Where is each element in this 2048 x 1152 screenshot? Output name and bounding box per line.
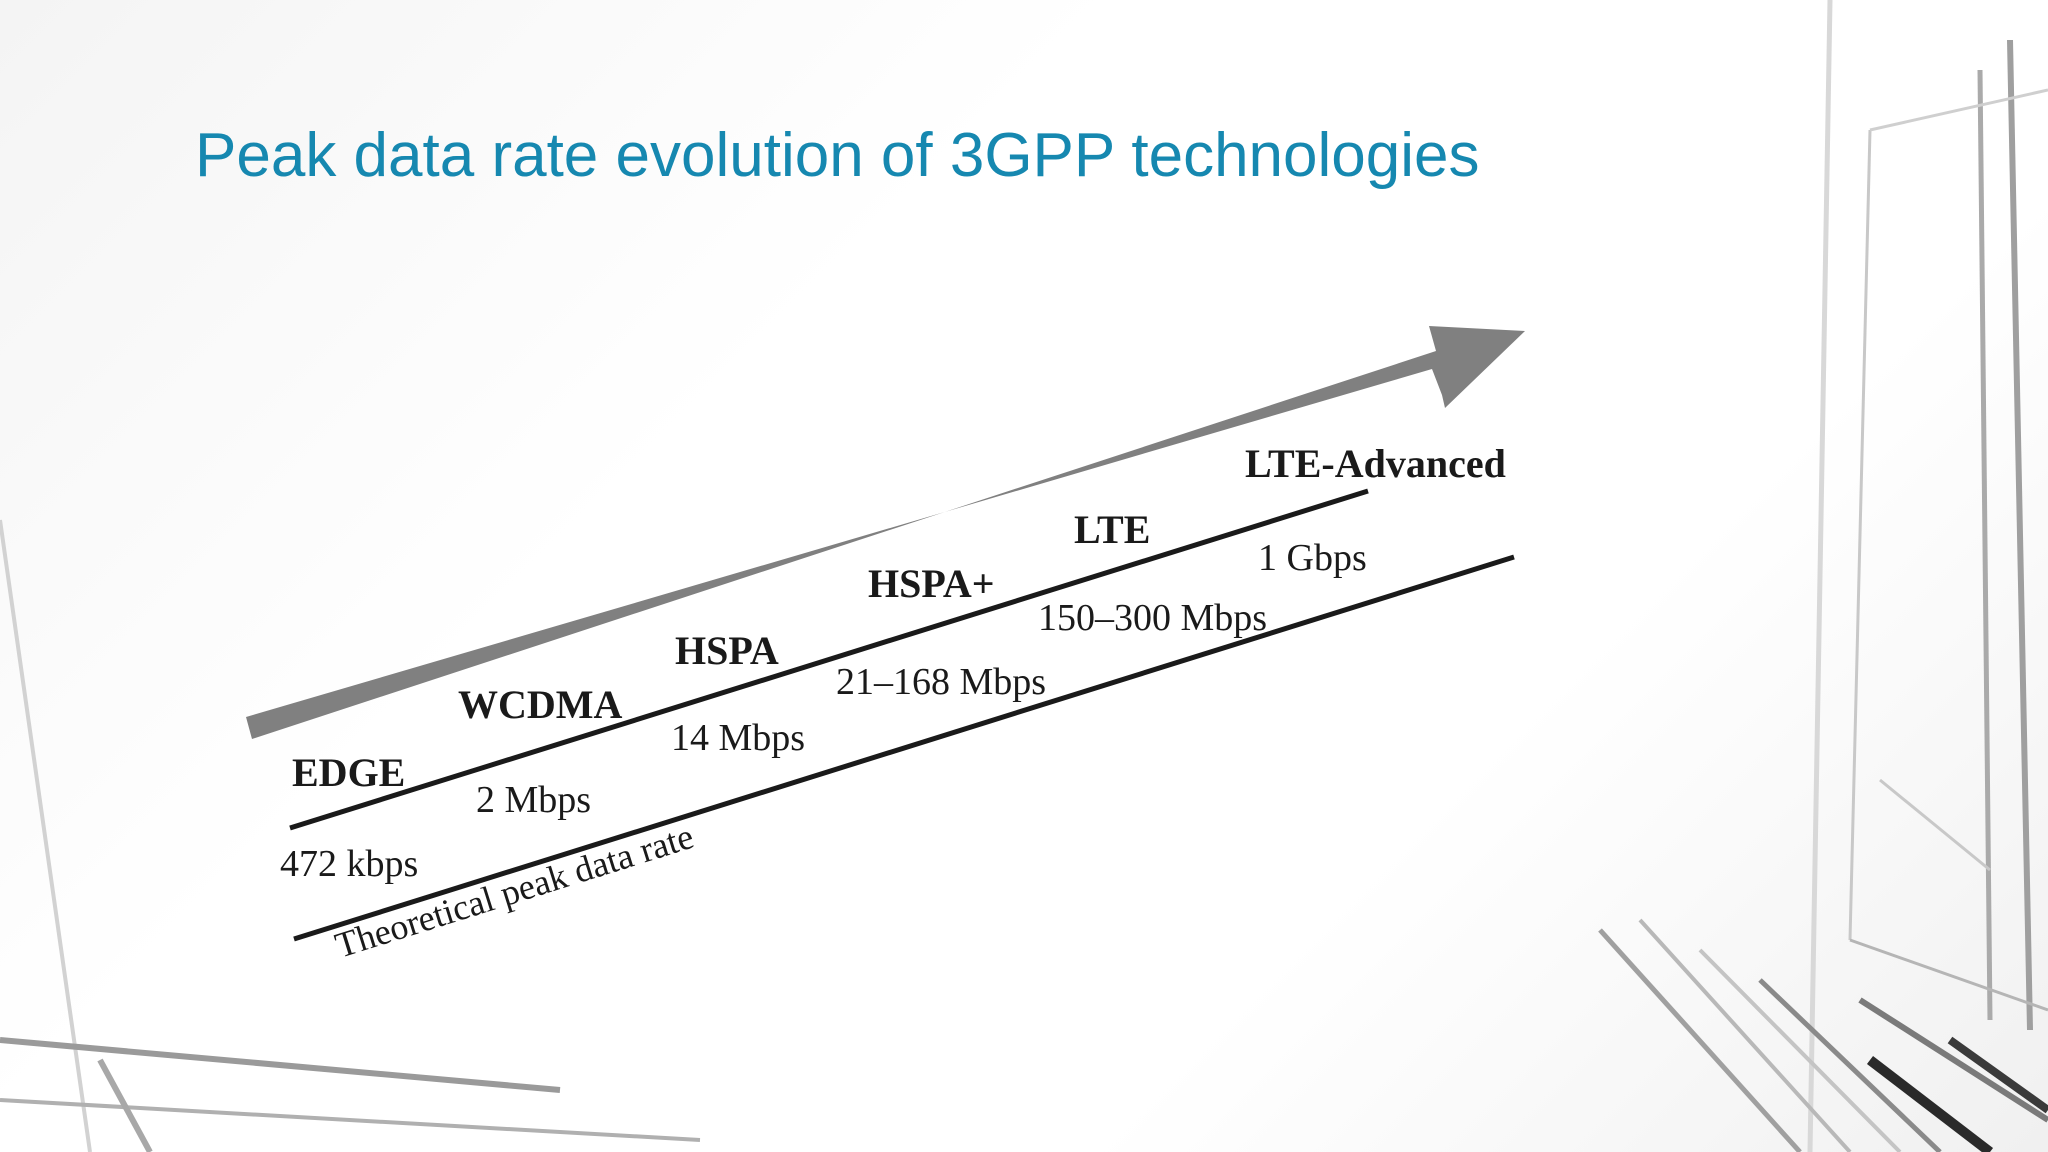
rate-label-edge: 472 kbps bbox=[280, 843, 418, 885]
data-rate-line-lower bbox=[293, 554, 1515, 942]
axis-label: Theoretical peak data rate bbox=[330, 816, 698, 966]
rate-label-lte: 150–300 Mbps bbox=[1038, 597, 1267, 639]
tech-label-lte: LTE bbox=[1074, 507, 1150, 552]
tech-label-edge: EDGE bbox=[292, 750, 405, 795]
tech-label-wcdma: WCDMA bbox=[458, 682, 623, 727]
data-rate-line-upper bbox=[289, 488, 1369, 831]
evolution-arrow bbox=[246, 326, 1525, 739]
tech-label-lte-advanced: LTE-Advanced bbox=[1245, 441, 1506, 486]
rate-label-lte-advanced: 1 Gbps bbox=[1258, 537, 1367, 579]
slide-title: Peak data rate evolution of 3GPP technol… bbox=[195, 121, 1480, 190]
tech-label-hspa-plus: HSPA+ bbox=[868, 561, 995, 606]
rate-label-hspa: 14 Mbps bbox=[671, 717, 805, 759]
rate-label-hspa-plus: 21–168 Mbps bbox=[836, 661, 1046, 703]
rate-label-wcdma: 2 Mbps bbox=[476, 779, 591, 821]
tech-label-hspa: HSPA bbox=[675, 628, 779, 673]
